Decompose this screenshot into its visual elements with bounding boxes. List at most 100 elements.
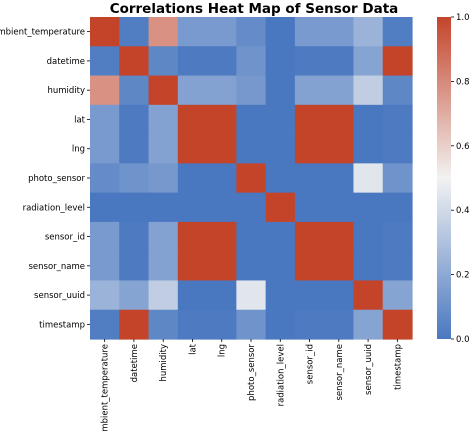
- heatmap-cell-lng-datetime: [119, 134, 150, 164]
- y-axis-tick-labels: ambient_temperature datetime humidity lat ln…: [0, 28, 90, 330]
- heatmap-cell-datetime-sensor_name: [324, 46, 355, 77]
- heatmap-cell-datetime-photo_sensor: [236, 46, 267, 77]
- heatmap-cell-photo_sensor-sensor_uuid: [353, 163, 384, 194]
- heatmap-cell-lat-radiation_level: [265, 104, 296, 135]
- heatmap-cell-radiation_level-photo_sensor: [236, 192, 267, 223]
- x-tick-label: radiation_level: [276, 344, 286, 406]
- heatmap-cell-sensor_name-timestamp: [382, 251, 413, 282]
- colorbar-tick-label: 0.8: [456, 77, 470, 87]
- heatmap-cell-sensor_name-ambient_temperature: [90, 251, 120, 282]
- heatmap-cell-sensor_uuid-timestamp: [382, 280, 413, 311]
- heatmap-cell-sensor_uuid-ambient_temperature: [90, 280, 120, 311]
- heatmap-cell-datetime-ambient_temperature: [90, 46, 120, 77]
- heatmap-cell-ambient_temperature-sensor_id: [294, 17, 325, 47]
- heatmap-cell-photo_sensor-humidity: [148, 163, 179, 194]
- x-tick-label: sensor_name: [335, 344, 345, 401]
- colorbar: 0.0 0.2 0.4 0.6 0.8 1.0: [437, 13, 470, 345]
- heatmap-cell-lng-humidity: [148, 134, 179, 164]
- heatmap-cell-datetime-humidity: [148, 46, 179, 77]
- heatmap-cell-humidity-lng: [207, 75, 237, 106]
- heatmap-cell-radiation_level-lat: [177, 192, 208, 223]
- heatmap-cell-radiation_level-sensor_name: [324, 192, 355, 223]
- heatmap-cell-humidity-sensor_name: [324, 75, 355, 106]
- y-tick-label: radiation_level: [23, 203, 85, 213]
- colorbar-tick-label: 1.0: [456, 13, 470, 23]
- heatmap-cell-humidity-datetime: [119, 75, 150, 106]
- heatmap-cell-humidity-humidity: [148, 75, 179, 106]
- heatmap-cell-ambient_temperature-humidity: [148, 17, 179, 47]
- heatmap-cell-timestamp-sensor_name: [324, 309, 355, 340]
- colorbar-tick-label: 0.6: [456, 142, 470, 152]
- heatmap-cell-lng-lat: [177, 134, 208, 164]
- heatmap-cell-sensor_id-lat: [177, 221, 208, 252]
- heatmap-cell-sensor_id-radiation_level: [265, 221, 296, 252]
- heatmap-cell-radiation_level-datetime: [119, 192, 150, 223]
- heatmap-cell-datetime-datetime: [119, 46, 150, 77]
- heatmap-cell-sensor_uuid-datetime: [119, 280, 150, 311]
- heatmap-cell-sensor_uuid-lng: [207, 280, 237, 311]
- heatmap-cell-sensor_id-ambient_temperature: [90, 221, 120, 252]
- heatmap-cell-lng-sensor_name: [324, 134, 355, 164]
- heatmap-cell-radiation_level-radiation_level: [265, 192, 296, 223]
- heatmap-cell-sensor_name-sensor_id: [294, 251, 325, 282]
- heatmap-cell-humidity-photo_sensor: [236, 75, 267, 106]
- y-tick-label: timestamp: [39, 320, 85, 330]
- heatmap-cell-timestamp-sensor_id: [294, 309, 325, 340]
- heatmap-cell-ambient_temperature-radiation_level: [265, 17, 296, 47]
- heatmap-cell-humidity-radiation_level: [265, 75, 296, 106]
- x-axis-tick-labels: ambient_temperature datetime humidity lat ln…: [101, 339, 403, 431]
- heatmap-cell-radiation_level-humidity: [148, 192, 179, 223]
- y-tick-label: sensor_name: [28, 262, 85, 272]
- x-tick-label: ambient_temperature: [101, 344, 111, 431]
- heatmap-cell-timestamp-radiation_level: [265, 309, 296, 340]
- heatmap-cell-lat-sensor_id: [294, 104, 325, 135]
- heatmap-cell-datetime-sensor_uuid: [353, 46, 384, 77]
- heatmap-cell-lat-ambient_temperature: [90, 104, 120, 135]
- heatmap-cell-ambient_temperature-ambient_temperature: [90, 17, 120, 47]
- heatmap-cell-sensor_id-timestamp: [382, 221, 413, 252]
- heatmap-cell-sensor_uuid-lat: [177, 280, 208, 311]
- heatmap-cell-lng-timestamp: [382, 134, 413, 164]
- heatmap-cell-sensor_id-sensor_uuid: [353, 221, 384, 252]
- heatmap-cell-lng-radiation_level: [265, 134, 296, 164]
- heatmap-cell-datetime-radiation_level: [265, 46, 296, 77]
- heatmap-cell-radiation_level-ambient_temperature: [90, 192, 120, 223]
- heatmap-cell-lng-lng: [207, 134, 237, 164]
- heatmap-cell-ambient_temperature-timestamp: [382, 17, 413, 47]
- heatmap-cell-photo_sensor-radiation_level: [265, 163, 296, 194]
- heatmap-cell-sensor_uuid-radiation_level: [265, 280, 296, 311]
- colorbar-ticks: 0.0 0.2 0.4 0.6 0.8 1.0: [451, 13, 470, 345]
- heatmap-cell-datetime-timestamp: [382, 46, 413, 77]
- heatmap-cell-photo_sensor-sensor_name: [324, 163, 355, 194]
- heatmap-cell-ambient_temperature-datetime: [119, 17, 150, 47]
- heatmap-cell-timestamp-datetime: [119, 309, 150, 340]
- heatmap-cell-lng-sensor_uuid: [353, 134, 384, 164]
- y-tick-label: datetime: [47, 57, 85, 67]
- heatmap-cell-lat-timestamp: [382, 104, 413, 135]
- heatmap-cell-sensor_id-sensor_name: [324, 221, 355, 252]
- heatmap-cell-ambient_temperature-photo_sensor: [236, 17, 267, 47]
- heatmap-cell-sensor_uuid-sensor_name: [324, 280, 355, 311]
- x-tick-label: lat: [188, 343, 198, 355]
- heatmap-cell-radiation_level-timestamp: [382, 192, 413, 223]
- heatmap-cell-sensor_name-photo_sensor: [236, 251, 267, 282]
- heatmap-cell-humidity-sensor_id: [294, 75, 325, 106]
- heatmap-cell-sensor_name-humidity: [148, 251, 179, 282]
- y-tick-label: photo_sensor: [28, 174, 85, 184]
- heatmap-cell-sensor_id-lng: [207, 221, 237, 252]
- heatmap-cell-sensor_id-sensor_id: [294, 221, 325, 252]
- x-tick-label: datetime: [130, 344, 140, 382]
- heatmap-cell-photo_sensor-lng: [207, 163, 237, 194]
- x-tick-label: sensor_id: [306, 344, 316, 384]
- heatmap-cell-radiation_level-sensor_id: [294, 192, 325, 223]
- heatmap-cell-lat-datetime: [119, 104, 150, 135]
- heatmap-cell-lat-lat: [177, 104, 208, 135]
- heatmap-cell-timestamp-humidity: [148, 309, 179, 340]
- x-tick-label: lng: [218, 344, 228, 357]
- heatmap-cell-photo_sensor-photo_sensor: [236, 163, 267, 194]
- y-tick-label: humidity: [47, 86, 85, 96]
- x-tick-label: timestamp: [393, 344, 403, 390]
- heatmap-cell-lat-humidity: [148, 104, 179, 135]
- heatmap-cell-sensor_name-sensor_name: [324, 251, 355, 282]
